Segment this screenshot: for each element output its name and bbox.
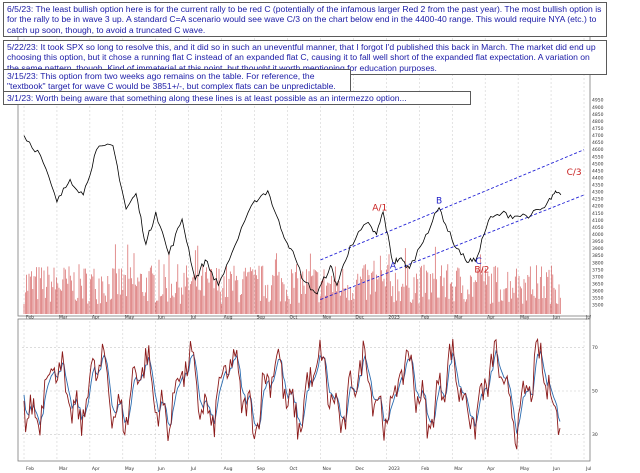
x-tick-label: Jul [190,466,196,472]
x-tick-label: Nov [322,315,331,321]
x-tick-label: May [125,466,135,472]
grid [23,6,585,459]
note-3-1-23: 3/1/23: Worth being aware that something… [3,91,471,106]
price-tick-label: 3750 [592,267,604,273]
wave-label: C [475,257,481,267]
price-tick-label: 4300 [592,190,604,196]
channel-lines [320,149,585,300]
price-line [23,135,562,295]
price-tick-label: 4950 [592,98,604,104]
note-date: 6/5/23: [7,4,34,14]
note-date: 3/15/23: [7,71,39,81]
x-tick-label: May [520,315,530,321]
x-tick-label: Mar [59,466,68,472]
x-tick-label: Dec [355,466,364,472]
price-tick-label: 4850 [592,112,604,118]
oscillator [22,337,586,450]
price-tick-label: 3650 [592,281,604,287]
note-text: The least bullish option here is for the… [7,4,602,35]
channel-line-lower [320,194,585,300]
channel-line-upper [320,149,585,261]
wave-label: A [390,261,397,271]
price-tick-label: 4400 [592,175,604,181]
oscillator-panel [17,318,591,462]
note-date: 3/1/23: [7,93,34,103]
price-tick-label: 4000 [592,232,604,238]
price-tick-label: 4500 [592,161,604,167]
x-tick-label: Jun [552,466,560,472]
price-tick-label: 4050 [592,225,604,231]
price-tick-label: 4200 [592,204,604,210]
x-tick-label: Aug [224,466,233,472]
x-tick-label: Mar [59,315,68,321]
axes: Feb Feb Mar Mar Apr Apr May May Jun Jun Jul Jul Aug A… [26,98,604,472]
price-tick-label: 4150 [592,211,604,217]
price-tick-label: 3600 [592,289,604,295]
price-tick-label: 3900 [592,246,604,252]
x-tick-label: Oct [290,466,298,472]
note-text: It took SPX so long to resolve this, and… [7,42,596,73]
x-tick-label: Feb [26,315,34,321]
price-tick-label: 4900 [592,105,604,111]
price-tick-label: 4450 [592,168,604,174]
x-tick-label: Sep [257,466,266,472]
x-tick-label: Apr [92,315,100,321]
price-tick-label: 4550 [592,154,604,160]
x-tick-label: Apr [92,466,100,472]
x-tick-label: Apr [487,466,495,472]
x-tick-label: Jun [552,315,560,321]
price-tick-label: 4700 [592,133,604,139]
x-tick-label: Apr [487,315,495,321]
x-tick-label: Aug [224,315,233,321]
x-tick-label: Sep [257,315,266,321]
x-tick-label: Mar [454,315,463,321]
x-tick-label: Feb [421,466,429,472]
x-tick-label: Mar [454,466,463,472]
note-date: 5/22/23: [7,42,39,52]
x-tick-label: 2023 [388,466,400,472]
volume-bars [23,244,561,314]
note-6-5-23: 6/5/23: The least bullish option here is… [3,2,607,38]
oscillator-tick-label: 50 [592,389,598,395]
oscillator-tick-label: 30 [592,432,598,438]
x-tick-label: Oct [290,315,298,321]
x-tick-label: Jul [190,315,196,321]
price-tick-label: 3800 [592,260,604,266]
wave-label: A/1 [372,203,387,213]
x-tick-label: 2023 [388,315,400,321]
wave-label: B [436,196,442,206]
x-tick-label: Feb [26,466,34,472]
price-tick-label: 4250 [592,197,604,203]
note-text: This option from two weeks ago remains o… [7,71,336,92]
x-tick-label: May [520,466,530,472]
price-tick-label: 4800 [592,119,604,125]
oscillator-signal-line [23,349,561,434]
oscillator-tick-label: 70 [592,345,598,351]
price-tick-label: 4100 [592,218,604,224]
price-tick-label: 4750 [592,126,604,132]
wave-labels: A/1 B A CB/2 C/3 [372,168,581,276]
wave-label: B/2 [474,266,489,276]
price-series-line [23,135,562,295]
x-tick-label: Feb [421,315,429,321]
x-tick-label: May [125,315,135,321]
price-tick-label: 4600 [592,147,604,153]
wave-label: C/3 [567,168,582,178]
price-tick-label: 3850 [592,253,604,259]
x-tick-label: Jul [585,315,591,321]
price-tick-label: 4650 [592,140,604,146]
price-tick-label: 3700 [592,274,604,280]
price-tick-label: 4350 [592,183,604,189]
x-tick-label: Dec [355,315,364,321]
note-text: Worth being aware that something along t… [35,93,407,103]
x-tick-label: Jun [157,466,165,472]
price-tick-label: 3550 [592,296,604,302]
price-tick-label: 3500 [592,303,604,309]
x-tick-label: Nov [322,466,331,472]
x-tick-label: Jul [585,466,591,472]
oscillator-main-line [23,337,561,450]
x-tick-label: Jun [157,315,165,321]
price-tick-label: 3950 [592,239,604,245]
